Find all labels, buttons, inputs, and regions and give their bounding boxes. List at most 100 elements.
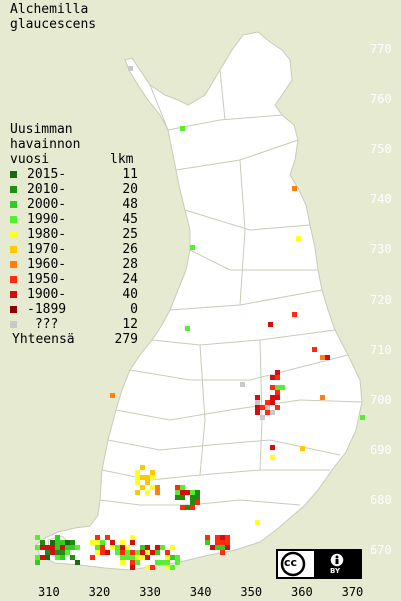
y-tick-label: 720 [370, 292, 392, 307]
legend-entries: 2015- 11 2010- 20 2000- 48 1990- 45 1980- 25 1970-… [10, 167, 138, 332]
legend-entry-count: 28 [122, 257, 138, 272]
observation-square [320, 395, 325, 400]
observation-square [130, 555, 135, 560]
observation-square [145, 475, 150, 480]
legend-entry-label: ??? [27, 317, 59, 332]
observation-square [120, 550, 125, 555]
observation-square [135, 470, 140, 475]
observation-square [70, 555, 75, 560]
observation-square [255, 400, 260, 405]
observation-square [268, 322, 273, 327]
observation-square [180, 505, 185, 510]
observation-square [130, 535, 135, 540]
observation-square [135, 480, 140, 485]
legend-entry: ??? 12 [10, 317, 138, 332]
observation-square [190, 505, 195, 510]
legend-entry-count: 26 [122, 242, 138, 257]
observation-square [280, 385, 285, 390]
observation-square [55, 540, 60, 545]
observation-square [35, 555, 40, 560]
legend-total-count: 279 [114, 332, 138, 347]
observation-square [155, 490, 160, 495]
observation-square [275, 370, 280, 375]
observation-square [270, 455, 275, 460]
observation-square [260, 405, 265, 410]
observation-square [40, 555, 45, 560]
observation-square [50, 550, 55, 555]
observation-square [150, 565, 155, 570]
cc-by-license-badge[interactable]: cc BY [276, 549, 362, 579]
observation-square [190, 245, 195, 250]
observation-square [205, 540, 210, 545]
observation-square [275, 395, 280, 400]
observation-square [260, 415, 265, 420]
observation-square [135, 560, 140, 565]
legend-entry-count: 20 [122, 182, 138, 197]
observation-square [105, 535, 110, 540]
observation-square [95, 540, 100, 545]
species-title: Alchemilla glaucescens [10, 2, 96, 32]
observation-square [175, 485, 180, 490]
legend-entry-count: 45 [122, 212, 138, 227]
legend-entry-count: 40 [122, 287, 138, 302]
observation-square [270, 400, 275, 405]
observation-square [220, 550, 225, 555]
title-genus: Alchemilla [10, 2, 89, 17]
observation-square [100, 550, 105, 555]
legend-entry: 1960- 28 [10, 257, 138, 272]
observation-square [360, 415, 365, 420]
observation-square [220, 540, 225, 545]
observation-square [165, 560, 170, 565]
observation-square [60, 545, 65, 550]
observation-square [155, 545, 160, 550]
legend-entry: -1899 0 [10, 302, 138, 317]
observation-square [120, 560, 125, 565]
observation-square [190, 500, 195, 505]
observation-square [150, 485, 155, 490]
observation-square [100, 545, 105, 550]
observation-square [275, 405, 280, 410]
y-tick-label: 670 [370, 543, 392, 557]
legend-swatch [10, 306, 17, 313]
legend-swatch [10, 246, 17, 253]
observation-square [270, 385, 275, 390]
observation-square [45, 550, 50, 555]
observation-square [140, 475, 145, 480]
x-tick-label: 350 [240, 585, 263, 599]
observation-square [140, 485, 145, 490]
observation-square [60, 550, 65, 555]
legend-swatch [10, 261, 17, 268]
legend-heading-1: Uusimman [10, 122, 73, 137]
observation-square [145, 545, 150, 550]
observation-square [170, 555, 175, 560]
legend-entry-count: 0 [130, 302, 138, 317]
observation-square [40, 540, 45, 545]
legend-swatch [10, 201, 17, 208]
observation-square [225, 545, 230, 550]
observation-square [128, 66, 133, 71]
observation-square [175, 490, 180, 495]
observation-square [60, 555, 65, 560]
legend-entry-label: 1900- [27, 287, 67, 302]
observation-square [195, 490, 200, 495]
observation-square [45, 545, 50, 550]
legend-entry: 2000- 48 [10, 197, 138, 212]
observation-points [35, 66, 365, 570]
observation-square [55, 550, 60, 555]
observation-square [35, 535, 40, 540]
observation-square [145, 490, 150, 495]
legend-count-heading: lkm [110, 152, 134, 167]
observation-square [145, 550, 150, 555]
legend-swatch [10, 186, 17, 193]
observation-square [75, 560, 80, 565]
y-tick-label: 740 [370, 192, 392, 207]
legend-entry: 2015- 11 [10, 167, 138, 182]
observation-square [255, 410, 260, 415]
observation-square [145, 480, 150, 485]
observation-square [255, 405, 260, 410]
observation-square [270, 445, 275, 450]
observation-square [100, 540, 105, 545]
observation-square [135, 490, 140, 495]
observation-square [55, 545, 60, 550]
